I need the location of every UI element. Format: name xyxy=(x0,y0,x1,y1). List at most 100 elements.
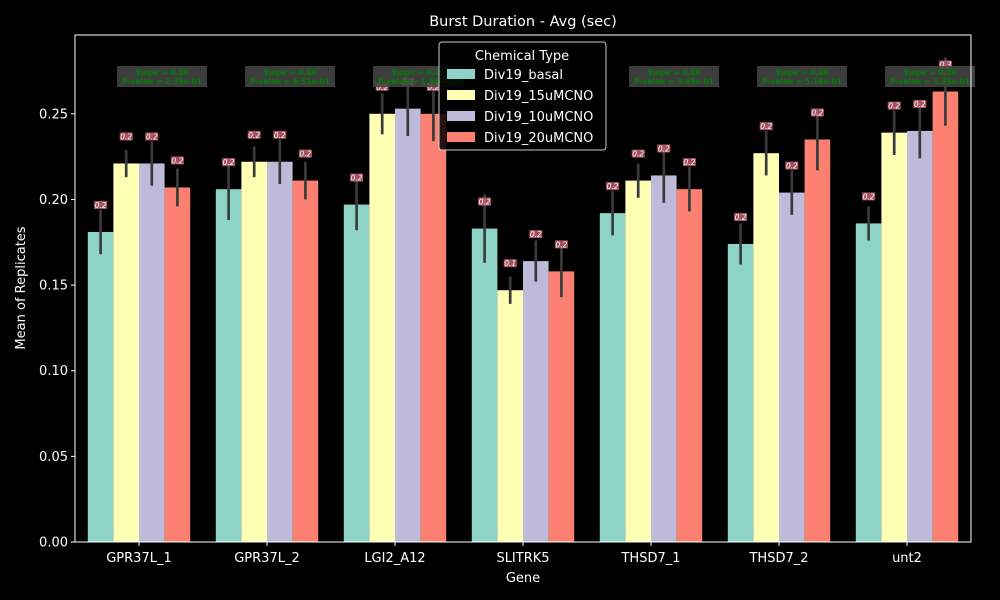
bar-label: 0.2 xyxy=(479,198,491,207)
bar-label-box xyxy=(145,132,159,141)
bar xyxy=(932,91,959,542)
annotation-box xyxy=(757,66,847,87)
annotation-box xyxy=(117,66,207,87)
bar-label: 0.2 xyxy=(658,144,670,153)
bar xyxy=(599,213,626,542)
bar-label-box xyxy=(657,144,671,153)
bar-label-box xyxy=(222,158,236,167)
bar-label: 0.2 xyxy=(760,122,772,131)
bar-label: 0.2 xyxy=(555,240,567,249)
bar-label-box xyxy=(94,200,108,209)
y-tick-label: 0.10 xyxy=(39,364,68,379)
bar xyxy=(804,139,831,543)
annotation-slope: Slope = 0.00 xyxy=(647,68,701,77)
bar-label-box xyxy=(119,132,133,141)
annotation-pvalue: P-value = 5.18e-01 xyxy=(762,77,842,86)
bar-label: 0.2 xyxy=(351,174,363,183)
bar-label: 0.2 xyxy=(376,83,388,92)
legend-frame xyxy=(438,41,607,151)
bar-label-box xyxy=(631,149,645,158)
annotation-box xyxy=(885,66,975,87)
bar xyxy=(292,180,319,542)
bar-label: 0.2 xyxy=(95,201,107,210)
y-tick-label: 0.25 xyxy=(39,107,68,122)
bar xyxy=(676,189,703,543)
y-tick-label: 0.00 xyxy=(39,536,68,551)
bar xyxy=(369,113,395,543)
error-bars-layer xyxy=(99,57,947,304)
bar-label: 0.2 xyxy=(248,131,260,140)
bar xyxy=(420,113,447,543)
x-tick-label: unt2 xyxy=(892,551,922,566)
x-tick-label: SLITRK5 xyxy=(496,551,549,566)
annotation-box xyxy=(245,66,335,87)
bar-label: 0.2 xyxy=(171,156,183,165)
y-tick-label: 0.05 xyxy=(39,450,68,465)
annotation-pvalue: P-value = 3.33e-01 xyxy=(890,77,970,86)
annotation-box xyxy=(629,66,719,87)
bar-label-box xyxy=(350,173,364,182)
bars-layer xyxy=(87,91,959,543)
bar-label: 0.2 xyxy=(888,102,900,111)
bar xyxy=(727,243,754,542)
bar-label-box xyxy=(170,156,184,165)
bar-label: 0.2 xyxy=(274,131,286,140)
bar-label-box xyxy=(606,182,620,191)
bar-label-box xyxy=(887,101,901,110)
bar-label-box xyxy=(682,158,696,167)
bar-label: 0.2 xyxy=(914,100,926,109)
legend-label-div19-10umcno: Div19_10uMCNO xyxy=(484,110,593,125)
legend-label-div19-20umcno: Div19_20uMCNO xyxy=(484,131,593,146)
bar-label: 0.2 xyxy=(223,158,235,167)
x-tick-label: LGI2_A12 xyxy=(364,551,425,566)
bar-label-box xyxy=(529,230,543,239)
bar xyxy=(881,132,907,542)
bar-label: 0.3 xyxy=(939,61,951,70)
annotation-slope: Slope = 0.00 xyxy=(135,68,189,77)
bar xyxy=(113,163,139,543)
annotation-pvalue: P-value = 2.39e-01 xyxy=(122,77,202,86)
legend-label-div19-15umcno: Div19_15uMCNO xyxy=(484,89,593,104)
bar xyxy=(523,261,549,542)
bar-label: 0.1 xyxy=(504,259,516,268)
bar-label: 0.2 xyxy=(632,150,644,159)
bar xyxy=(241,161,267,542)
legend-label-div19-basal: Div19_basal xyxy=(484,68,563,83)
bar-label-box xyxy=(247,130,261,139)
bar xyxy=(779,192,805,542)
bar-label: 0.2 xyxy=(683,158,695,167)
bar xyxy=(343,204,370,542)
x-tick-label: GPR37L_2 xyxy=(234,551,300,566)
bar-label-box xyxy=(554,240,568,249)
bar-label-box xyxy=(759,122,773,131)
bar xyxy=(625,180,651,542)
bar xyxy=(164,187,191,542)
legend-swatch-div19-20umcno xyxy=(447,132,475,142)
bar xyxy=(651,175,677,542)
bar-label: 0.2 xyxy=(607,182,619,191)
legend-title: Chemical Type xyxy=(475,49,569,64)
x-axis-label: Gene xyxy=(506,571,540,586)
x-tick-label: GPR37L_1 xyxy=(106,551,172,566)
y-tick-label: 0.20 xyxy=(39,193,68,208)
bar-label-box xyxy=(734,212,748,221)
bar xyxy=(267,161,293,542)
bar xyxy=(139,163,165,543)
y-axis-label: Mean of Replicates xyxy=(14,226,29,349)
bar xyxy=(548,271,575,542)
bar-label: 0.2 xyxy=(863,192,875,201)
annotation-pvalue: P-value = 6.51e-01 xyxy=(250,77,330,86)
bar-label: 0.2 xyxy=(120,132,132,141)
legend-swatch-div19-10umcno xyxy=(447,111,475,121)
annotation-slope: Slope = 0.00 xyxy=(263,68,317,77)
bar-label-box xyxy=(913,99,927,108)
legend: Chemical Type Div19_basal Div19_15uMCNO … xyxy=(438,41,607,151)
bar-label-box xyxy=(862,192,876,201)
bar-label: 0.2 xyxy=(299,150,311,159)
bar-label: 0.2 xyxy=(146,132,158,141)
axes-layer: 0.00 0.05 0.10 0.15 0.20 0.25 GPR37L_1 GPR37L_2… xyxy=(39,34,972,566)
bar xyxy=(215,189,242,543)
bar-label-box xyxy=(938,60,952,69)
bar-label-box xyxy=(298,149,312,158)
bar xyxy=(471,228,498,543)
